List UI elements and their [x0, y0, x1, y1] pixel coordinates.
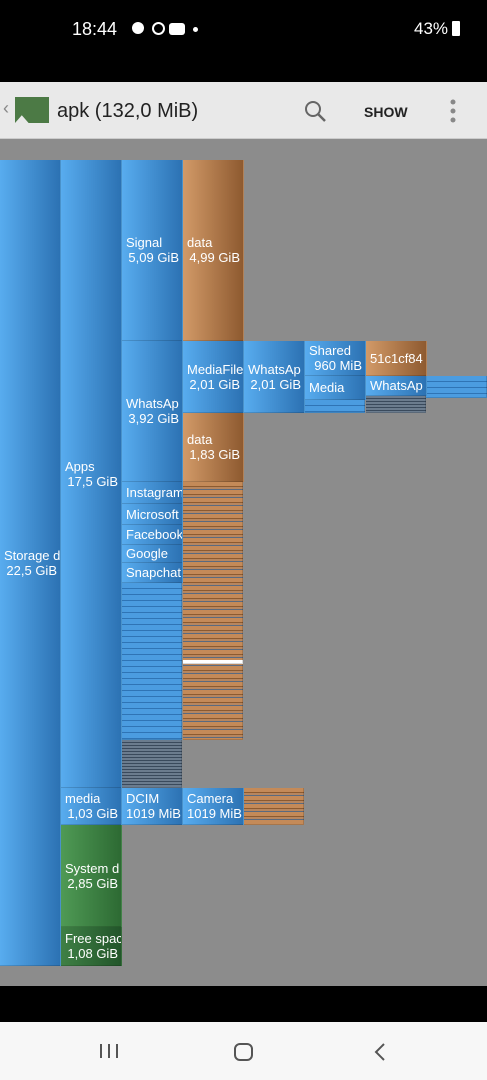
- icon: [132, 22, 144, 34]
- home-button[interactable]: [233, 1042, 255, 1062]
- folder-block[interactable]: 51c1cf84: [366, 341, 427, 376]
- highlight[interactable]: [183, 660, 243, 664]
- block-name: Google: [126, 546, 168, 561]
- block-size: 3,92 GiB: [128, 411, 179, 426]
- show-button[interactable]: SHOW: [364, 104, 408, 120]
- folder-block[interactable]: Google: [122, 545, 183, 563]
- folder-block[interactable]: Media: [305, 376, 366, 400]
- small-items[interactable]: [183, 482, 243, 740]
- time: 18:44: [72, 19, 118, 39]
- folder-block[interactable]: media 1,03 GiB: [61, 788, 122, 825]
- block-size: 1,83 GiB: [189, 447, 240, 462]
- block-size: 2,85 GiB: [67, 875, 118, 891]
- folder-block[interactable]: data 4,99 GiB: [183, 160, 244, 341]
- block-name: Signal: [126, 235, 163, 250]
- block-name: System d: [65, 860, 120, 876]
- block-size: 4,99 GiB: [189, 250, 240, 265]
- block-size: 960 MiB: [314, 358, 362, 373]
- block-size: 2,01 GiB: [250, 376, 301, 392]
- block-size: 5,09 GiB: [128, 250, 179, 265]
- battery-text: 43%: [414, 19, 449, 38]
- block-name: media: [65, 791, 101, 806]
- small-items[interactable]: [244, 788, 304, 825]
- folder-block[interactable]: DCIM 1019 MiB: [122, 788, 183, 825]
- block-name: data: [187, 235, 213, 250]
- black-band: [0, 986, 487, 1022]
- folder-block[interactable]: System d 2,85 GiB: [61, 825, 122, 927]
- folder-block[interactable]: MediaFile 2,01 GiB: [183, 341, 244, 413]
- search-icon[interactable]: [303, 99, 327, 123]
- block-name: data: [187, 432, 213, 447]
- folder-block[interactable]: Signal 5,09 GiB: [122, 160, 183, 341]
- folder-block[interactable]: WhatsAp: [366, 376, 427, 396]
- folder-block[interactable]: Camera 1019 MiB: [183, 788, 244, 825]
- app-bar: ‹ apk (132,0 MiB) SHOW: [0, 82, 487, 139]
- folder-block[interactable]: Microsoft: [122, 504, 183, 525]
- icon: [193, 27, 198, 32]
- block-size: 1,03 GiB: [67, 806, 118, 821]
- folder-block[interactable]: Free spac 1,08 GiB: [61, 927, 122, 966]
- block-name: DCIM: [126, 791, 160, 806]
- folder-block[interactable]: data 1,83 GiB: [183, 413, 244, 482]
- recents-button[interactable]: [98, 1042, 120, 1060]
- block-name: WhatsAp: [370, 378, 423, 393]
- folder-block[interactable]: Facebook: [122, 525, 183, 545]
- block-name: WhatsAp: [248, 361, 301, 377]
- small-items[interactable]: [122, 583, 182, 740]
- block-size: 1019 MiB: [187, 806, 242, 821]
- block-name: Microsoft: [126, 506, 179, 522]
- nav-bar: [0, 1022, 487, 1080]
- menu-icon[interactable]: [448, 98, 458, 124]
- block-size: 1,08 GiB: [67, 946, 118, 961]
- folder-block[interactable]: WhatsAp 2,01 GiB: [244, 341, 305, 413]
- folder-block[interactable]: WhatsAp 3,92 GiB: [122, 341, 183, 482]
- block-name: WhatsAp: [126, 396, 179, 411]
- block-name: Camera: [187, 791, 234, 806]
- back-chevron[interactable]: ‹: [3, 98, 9, 118]
- block-name: Shared: [309, 343, 351, 358]
- title: apk (132,0 MiB): [57, 100, 199, 122]
- folder-block[interactable]: Instagram: [122, 482, 183, 504]
- block-name: Instagram: [126, 485, 183, 500]
- block-name: Facebook: [126, 527, 183, 542]
- small-items[interactable]: [366, 396, 426, 413]
- block-name: 51c1cf84: [370, 350, 423, 366]
- folder-block[interactable]: Shared 960 MiB: [305, 341, 366, 376]
- block-name: MediaFile: [187, 361, 244, 377]
- folder-block[interactable]: Storage d 22,5 GiB: [0, 160, 61, 966]
- folder-block[interactable]: Snapchat: [122, 563, 183, 583]
- back-button[interactable]: [372, 1042, 388, 1062]
- battery-icon: [452, 21, 460, 36]
- small-items[interactable]: [426, 376, 487, 398]
- folder-block[interactable]: Apps 17,5 GiB: [61, 160, 122, 788]
- block-name: Free spac: [65, 931, 122, 946]
- block-size: 2,01 GiB: [189, 376, 240, 392]
- icon: [169, 23, 185, 35]
- block-size: 1019 MiB: [126, 806, 181, 821]
- block-name: Apps: [65, 458, 95, 474]
- block-name: Media: [309, 380, 345, 395]
- small-items[interactable]: [305, 400, 365, 413]
- block-size: 22,5 GiB: [6, 562, 57, 578]
- block-name: Snapchat: [126, 565, 181, 580]
- small-items[interactable]: [122, 740, 182, 788]
- block-name: Storage d: [4, 547, 61, 563]
- status-bar: 18:44 43%: [0, 0, 487, 82]
- icon: [152, 22, 165, 35]
- block-size: 17,5 GiB: [67, 473, 118, 489]
